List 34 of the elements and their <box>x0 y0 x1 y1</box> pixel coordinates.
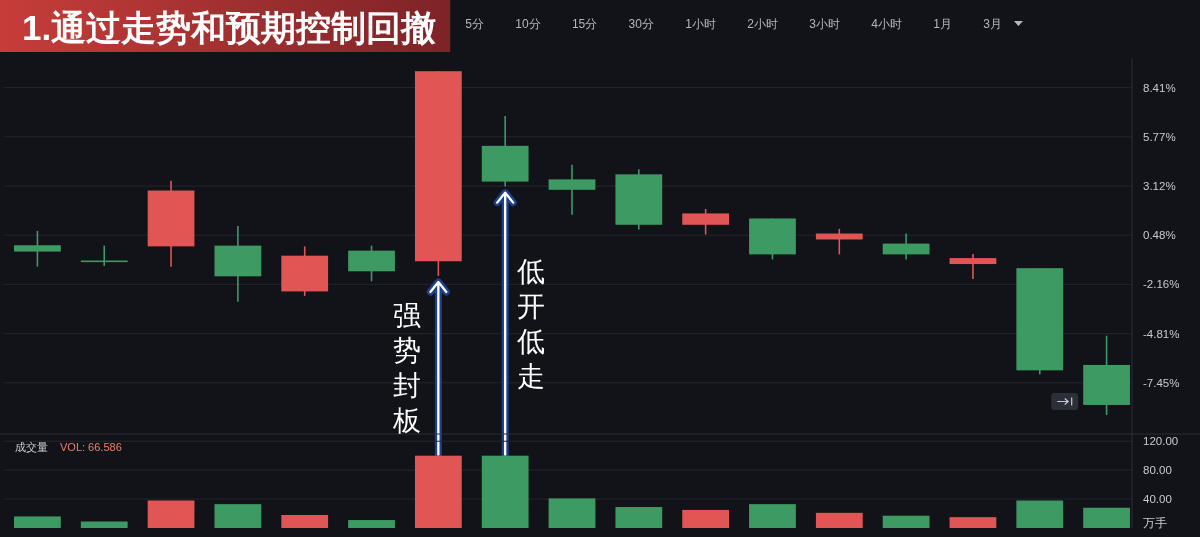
y-tick-label: 80.00 <box>1143 464 1172 477</box>
y-tick-label: 8.41% <box>1143 81 1176 94</box>
text: 成交量 <box>15 441 48 453</box>
y-tick-label: 120.00 <box>1143 435 1179 448</box>
bar <box>14 516 61 528</box>
bar <box>1016 500 1064 528</box>
bar <box>548 498 596 528</box>
annotation: 低开低走 <box>516 254 547 394</box>
bar <box>1083 507 1130 528</box>
bar <box>281 514 329 528</box>
bar <box>214 504 262 528</box>
annotation: 强势封板 <box>392 299 423 439</box>
bar <box>749 504 796 528</box>
bar <box>815 512 863 528</box>
y-tick-label: 3.12% <box>1143 180 1176 193</box>
bar <box>481 455 529 528</box>
bar <box>147 500 195 528</box>
y-tick-label: -7.45% <box>1143 376 1180 389</box>
chart-title: 1.通过走势和预期控制回撤 <box>22 7 437 47</box>
y-axis-title: 万手 <box>1143 516 1167 529</box>
y-tick-label: 40.00 <box>1143 493 1172 506</box>
title: 1.通过走势和预期控制回撤 <box>0 0 451 52</box>
bar <box>949 517 997 528</box>
y-tick-label: 5.77% <box>1143 130 1176 143</box>
bar <box>80 521 128 528</box>
chart-subtitle: 5分 10分 15分 30分 1小时 2小时 3小时 4小时 1月 3月 <box>465 17 1002 31</box>
bar <box>882 515 930 528</box>
annotation: VOL: 66.586 <box>60 441 122 453</box>
bar <box>348 520 395 528</box>
bar <box>682 509 730 528</box>
bar <box>615 507 663 528</box>
y-tick-label: 0.48% <box>1143 229 1176 242</box>
y-tick-label: -2.16% <box>1143 278 1180 291</box>
y-tick-label: -4.81% <box>1143 327 1180 340</box>
